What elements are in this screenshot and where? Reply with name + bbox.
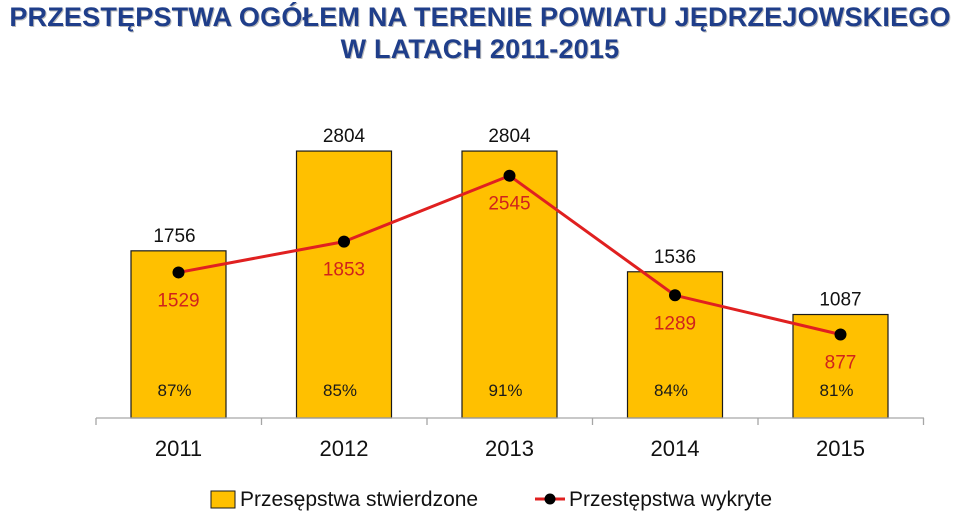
line-point-2014 <box>669 289 681 302</box>
line-point-2012 <box>338 235 350 248</box>
legend-line-label: Przestępstwa wykryte <box>569 488 772 511</box>
line-value-label: 1289 <box>654 313 696 334</box>
chart-title-line-2: W LATACH 2011-2015 <box>340 34 620 64</box>
bar-value-label: 2804 <box>488 126 531 147</box>
bar-value-label: 1756 <box>153 226 195 247</box>
x-tick-label: 2015 <box>816 436 865 461</box>
percent-label: 81% <box>819 381 853 400</box>
bar-value-label: 1087 <box>819 290 861 311</box>
bar-2012 <box>295 150 393 419</box>
legend-bar-label: Przesępstwa stwierdzone <box>240 488 478 511</box>
line-point-2013 <box>503 169 516 182</box>
labels-layer: 1756 2804 2804 1536 1087 1529 1853 2545 1289 877 8… <box>153 126 861 400</box>
bar-value-label: 1536 <box>654 247 696 268</box>
chart-title-line-1: PRZESTĘPSTWA OGÓŁEM NA TERENIE POWIATU J… <box>9 2 951 32</box>
percent-label: 91% <box>488 381 522 400</box>
legend-bar-swatch <box>210 490 236 509</box>
line-point-2015 <box>834 328 847 341</box>
x-tick-label: 2014 <box>651 436 700 461</box>
x-tick-label: 2011 <box>155 436 202 461</box>
bar-2013 <box>461 150 558 419</box>
bar-value-label: 2804 <box>323 126 366 147</box>
line-value-label: 2545 <box>488 194 530 215</box>
line-layer <box>172 169 847 341</box>
line-value-label: 1529 <box>157 290 199 311</box>
legend-line-marker <box>544 493 556 505</box>
line-value-label: 1853 <box>323 260 365 281</box>
x-tick-label: 2012 <box>320 436 369 461</box>
legend: Przesępstwa stwierdzone Przestępstwa wykr… <box>210 488 772 511</box>
x-axis: 2011 2012 2013 2014 2015 <box>95 417 925 461</box>
percent-label: 87% <box>157 381 191 400</box>
bars-layer <box>130 150 889 419</box>
x-tick-label: 2013 <box>485 436 534 461</box>
percent-label: 85% <box>323 381 357 400</box>
percent-label: 84% <box>654 381 688 400</box>
line-point-2011 <box>172 266 185 279</box>
line-value-label: 877 <box>825 353 857 374</box>
